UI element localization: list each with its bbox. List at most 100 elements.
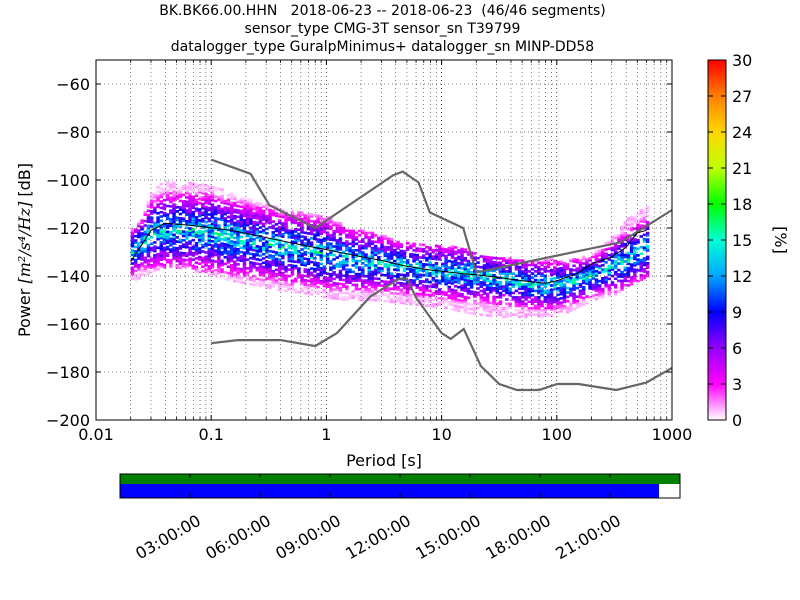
ppd-cell [178, 255, 183, 259]
ppd-cell [604, 252, 608, 256]
ppd-cell [597, 249, 602, 253]
ppd-cell [517, 300, 522, 303]
ppd-cell [236, 241, 240, 245]
ppd-cell [482, 264, 487, 267]
ppd-cell [610, 268, 615, 271]
ppd-cell [265, 264, 269, 267]
ppd-cell [252, 227, 256, 230]
ppd-cell [153, 210, 157, 214]
ppd-cell [383, 252, 387, 255]
ppd-cell [303, 285, 307, 289]
ppd-cell [594, 263, 599, 266]
ppd-cell [444, 276, 448, 279]
ppd-cell [377, 294, 381, 298]
ppd-cell [524, 270, 528, 273]
ppd-cell [367, 294, 371, 297]
ppd-cell [431, 255, 435, 258]
ppd-cell [636, 262, 640, 266]
ppd-cell [399, 251, 403, 255]
ppd-cell [178, 208, 183, 211]
ppd-cell [364, 231, 368, 235]
ppd-cell [597, 292, 602, 296]
ppd-cell [204, 197, 208, 200]
ppd-cell [169, 259, 173, 262]
ppd-cell [645, 205, 650, 209]
ppd-cell [261, 246, 266, 249]
ppd-cell [585, 271, 589, 275]
ppd-cell [217, 267, 221, 271]
ppd-cell [489, 262, 493, 266]
ppd-cell [146, 261, 151, 264]
ppd-cell [268, 278, 272, 281]
ppd-cell [265, 270, 269, 274]
ppd-cell [159, 210, 163, 214]
ppd-cell [271, 209, 275, 213]
ppd-cell [313, 233, 317, 236]
ppd-cell [450, 260, 455, 264]
ppd-cell [364, 244, 368, 248]
ppd-cell [300, 231, 304, 234]
colorbar-tick-label: 6 [732, 339, 742, 358]
ppd-cell [245, 230, 250, 233]
ppd-cell [146, 265, 151, 269]
ppd-cell [556, 269, 560, 273]
ppd-cell [386, 280, 391, 284]
ppd-cell [383, 248, 387, 251]
ppd-cell [405, 274, 410, 277]
ppd-cell [517, 259, 522, 262]
ppd-cell [370, 242, 375, 246]
ppd-cell [245, 243, 250, 246]
ppd-cell [137, 268, 141, 271]
ppd-cell [332, 245, 336, 248]
ppd-cell [594, 289, 599, 292]
ppd-cell [597, 247, 602, 251]
ppd-cell [348, 292, 352, 295]
ppd-cell [191, 217, 195, 220]
ppd-cell [303, 246, 307, 250]
ppd-cell [268, 271, 272, 275]
ppd-cell [181, 204, 186, 207]
y-tick-label: −200 [46, 411, 90, 430]
ppd-cell [149, 235, 154, 239]
ppd-cell [498, 302, 503, 306]
ppd-cell [562, 294, 567, 297]
ppd-cell [373, 277, 378, 280]
ppd-cell [220, 233, 224, 237]
ppd-cell [265, 266, 269, 270]
colorbar-tick-label: 15 [732, 231, 752, 250]
ppd-cell [527, 289, 531, 293]
figure-title-line-1: BK.BK66.00.HHN 2018-06-23 -- 2018-06-23 … [159, 3, 606, 19]
ppd-cell [367, 242, 371, 246]
ppd-cell [508, 283, 512, 286]
ppd-cell [325, 261, 330, 265]
ppd-cell [220, 216, 224, 219]
ppd-cell [604, 248, 608, 251]
ppd-cell [229, 266, 234, 269]
ppd-cell [191, 258, 195, 261]
ppd-cell [524, 289, 528, 293]
ppd-cell [623, 283, 627, 287]
ppd-cell [588, 280, 592, 284]
ppd-cell [249, 205, 253, 208]
ppd-cell [421, 297, 426, 301]
ppd-cell [460, 262, 464, 266]
ppd-cell [156, 259, 160, 263]
ppd-cell [268, 256, 272, 259]
ppd-cell [153, 241, 157, 244]
ppd-cell [290, 216, 295, 220]
ppd-cell [629, 265, 634, 268]
ppd-cell [389, 246, 394, 250]
ppd-cell [236, 235, 240, 238]
ppd-cell [591, 270, 595, 274]
ppd-cell [306, 262, 311, 265]
ppd-cell [373, 244, 378, 248]
ppd-cell [329, 294, 333, 298]
ppd-cell [377, 262, 381, 266]
ppd-cell [463, 306, 467, 310]
ppd-cell [594, 287, 599, 290]
ppd-cell [476, 280, 480, 284]
ppd-cell [313, 250, 317, 254]
ppd-cell [373, 247, 378, 250]
ppd-cell [319, 225, 323, 229]
ppd-cell [354, 272, 359, 276]
